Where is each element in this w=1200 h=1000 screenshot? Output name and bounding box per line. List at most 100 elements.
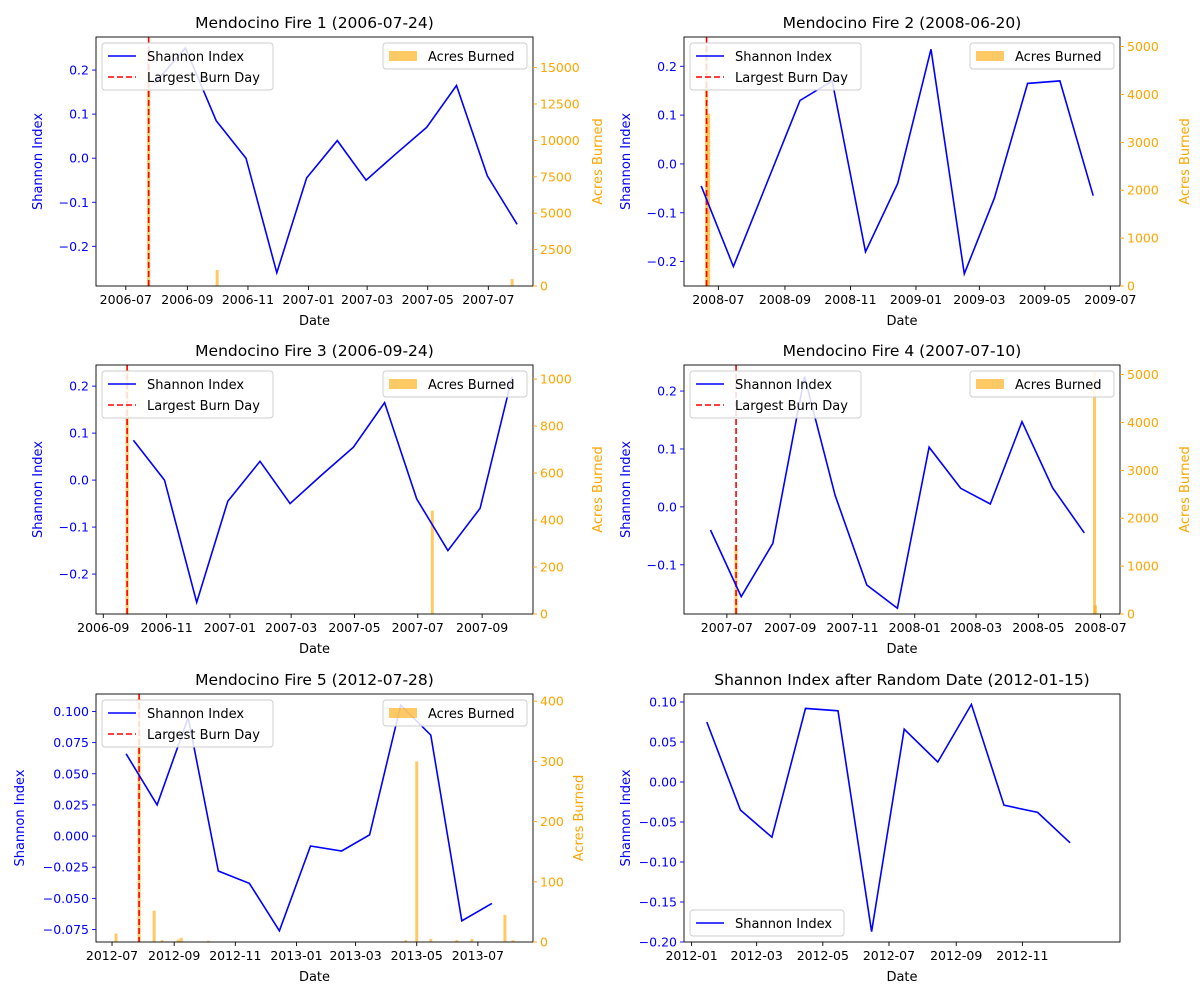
y2-tick-label: 100: [540, 874, 564, 889]
acres-bar: [152, 910, 156, 942]
y2-tick-label: 3000: [1127, 135, 1159, 150]
legend-shannon-label: Shannon Index: [147, 378, 244, 393]
x-tick-label: 2006-09: [161, 292, 213, 307]
x-tick-label: 2013-07: [452, 948, 504, 963]
acres-bar: [215, 269, 219, 286]
y-tick-label: −0.075: [43, 922, 89, 937]
y2-axis-label: Acres Burned: [1178, 446, 1193, 533]
y2-tick-label: 1000: [1127, 231, 1159, 246]
y-tick-label: 0.0: [657, 156, 677, 171]
x-tick-label: 2008-07: [1074, 620, 1126, 635]
y-tick-label: −0.10: [639, 855, 677, 870]
chart-title: Mendocino Fire 5 (2012-07-28): [195, 671, 434, 689]
x-tick-label: 2008-07: [692, 292, 744, 307]
y2-tick-label: 0: [1127, 607, 1135, 622]
y-tick-label: 0.2: [657, 59, 677, 74]
y2-axis-label: Acres Burned: [591, 446, 606, 533]
legend-acres-label: Acres Burned: [428, 707, 515, 722]
y-tick-label: −0.15: [639, 895, 677, 910]
acres-bar: [179, 937, 183, 942]
x-tick-label: 2013-01: [270, 948, 322, 963]
y-tick-label: 0.1: [69, 426, 89, 441]
y2-tick-label: 2000: [1127, 511, 1159, 526]
x-tick-label: 2007-07: [392, 620, 444, 635]
x-tick-label: 2012-11: [996, 948, 1048, 963]
y2-axis-label: Acres Burned: [1178, 118, 1193, 205]
x-tick-label: 2012-05: [797, 948, 849, 963]
x-tick-label: 2007-05: [402, 292, 454, 307]
x-axis-label: Date: [299, 970, 330, 985]
chart-panel-5: 2012-07 2012-09 2012-11 2013-01 2013-03 2013-…: [13, 671, 587, 985]
y2-tick-label: 800: [540, 419, 564, 434]
y2-tick-label: 400: [540, 694, 564, 709]
chart-panel-3: 2006-09 2006-11 2007-01 2007-03 2007-05 2007-…: [31, 342, 606, 657]
y2-tick-label: 12500: [540, 96, 580, 111]
acres-bar: [114, 933, 118, 942]
y-tick-label: 0.00: [649, 775, 677, 790]
y2-tick-label: 300: [540, 754, 564, 769]
x-tick-label: 2009-01: [890, 292, 942, 307]
x-tick-label: 2013-03: [329, 948, 381, 963]
y2-tick-label: 600: [540, 466, 564, 481]
x-tick-label: 2006-07: [100, 292, 152, 307]
y-tick-label: −0.2: [59, 239, 89, 254]
chart-panel-6: 2012-01 2012-03 2012-05 2012-07 2012-09 2012-…: [619, 671, 1121, 985]
y-axis-label: Shannon Index: [619, 441, 634, 538]
x-tick-label: 2006-11: [222, 292, 274, 307]
x-axis-label: Date: [299, 314, 330, 329]
x-tick-label: 2007-05: [328, 620, 380, 635]
y2-tick-label: 4000: [1127, 415, 1159, 430]
acres-bar: [176, 939, 180, 942]
acres-bar: [511, 940, 515, 942]
y-tick-label: 0.10: [649, 695, 677, 710]
y-tick-label: −0.1: [647, 557, 677, 572]
shannon-index-line: [132, 376, 513, 606]
plot-frame: [95, 364, 534, 615]
x-tick-label: 2008-05: [1012, 620, 1064, 635]
y-tick-label: 0.2: [657, 384, 677, 399]
y-tick-label: −0.1: [647, 205, 677, 220]
y-axis-label: Shannon Index: [31, 113, 46, 210]
shannon-index-line: [709, 376, 1085, 610]
chart-title: Mendocino Fire 4 (2007-07-10): [783, 342, 1022, 360]
legend-burn-day-label: Largest Burn Day: [735, 71, 848, 86]
legend-lines: [101, 370, 274, 419]
plot-frame: [683, 693, 1121, 943]
y-tick-label: 0.0: [657, 499, 677, 514]
chart-title: Mendocino Fire 3 (2006-09-24): [195, 342, 434, 360]
legend-acres-label: Acres Burned: [1015, 50, 1102, 65]
x-tick-label: 2009-07: [1084, 292, 1136, 307]
acres-bar: [404, 940, 408, 942]
y2-tick-label: 15000: [540, 60, 580, 75]
x-tick-label: 2012-09: [930, 948, 982, 963]
legend-lines: [689, 370, 862, 419]
chart-panel-2: 2008-07 2008-09 2008-11 2009-01 2009-03 2009-…: [619, 14, 1193, 329]
y2-tick-label: 1000: [1127, 559, 1159, 574]
legend-shannon-label: Shannon Index: [147, 50, 244, 65]
chart-title: Shannon Index after Random Date (2012-01…: [714, 671, 1089, 689]
y-tick-label: −0.20: [639, 935, 677, 950]
y2-tick-label: 5000: [1127, 39, 1159, 54]
x-tick-label: 2012-07: [86, 948, 138, 963]
y-axis-label: Shannon Index: [13, 769, 28, 866]
shannon-index-line: [153, 46, 518, 276]
y-tick-label: 0.2: [69, 379, 89, 394]
y-tick-label: 0.075: [53, 735, 89, 750]
legend-bars: [969, 42, 1115, 70]
y2-axis-label: Acres Burned: [572, 775, 587, 862]
legend-burn-day-label: Largest Burn Day: [735, 399, 848, 414]
plot-area: [706, 702, 1071, 932]
x-tick-label: 2007-11: [826, 620, 878, 635]
y-axis-label: Shannon Index: [619, 769, 634, 866]
x-tick-label: 2013-05: [391, 948, 443, 963]
legend-acres-label: Acres Burned: [1015, 378, 1102, 393]
y-tick-label: −0.025: [43, 860, 89, 875]
acres-bar: [510, 279, 514, 286]
x-tick-label: 2007-09: [764, 620, 816, 635]
x-tick-label: 2008-09: [759, 292, 811, 307]
x-tick-label: 2012-01: [665, 948, 717, 963]
x-axis-label: Date: [886, 314, 917, 329]
acres-bar: [503, 914, 507, 942]
x-axis-label: Date: [886, 642, 917, 657]
legend-shannon-label: Shannon Index: [147, 707, 244, 722]
